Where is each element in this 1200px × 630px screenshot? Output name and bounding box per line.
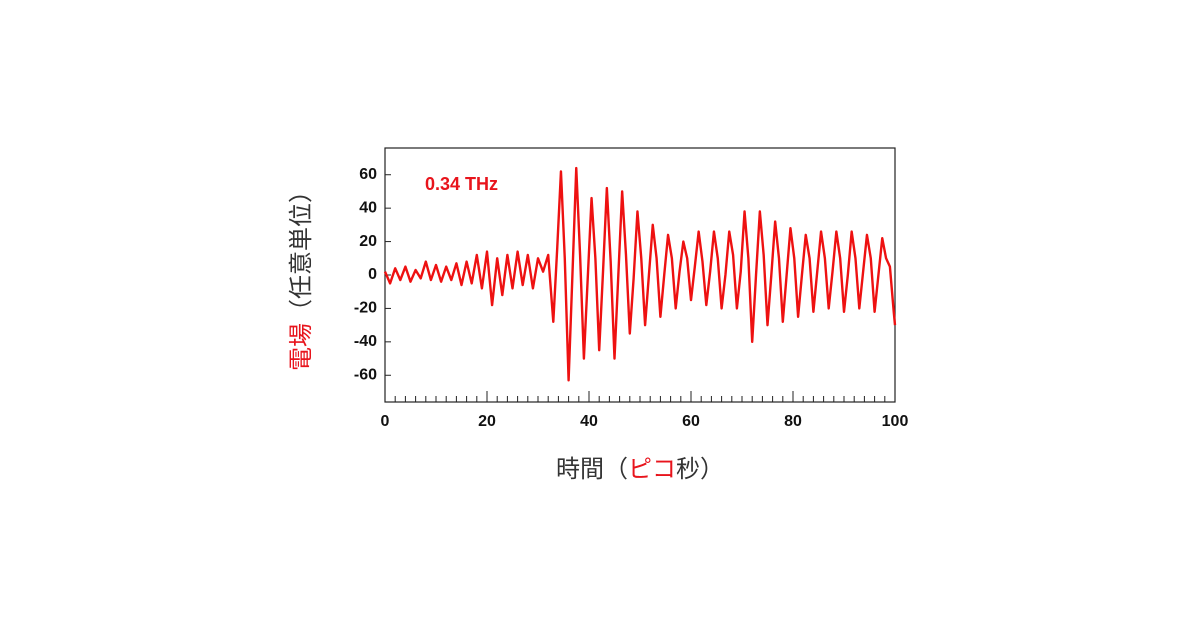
x-tick-label: 60 bbox=[682, 413, 700, 430]
y-axis-label: 電場（任意単位） bbox=[287, 179, 315, 371]
y-tick-label: -20 bbox=[354, 300, 377, 317]
x-label-part: ピコ bbox=[628, 455, 676, 483]
y-tick-label: 40 bbox=[359, 199, 377, 216]
signal-line bbox=[383, 166, 897, 382]
x-axis-label: 時間（ピコ秒） bbox=[556, 455, 724, 483]
annotation: 0.34 THz bbox=[425, 174, 498, 194]
x-label-part: 時間（ bbox=[556, 455, 628, 483]
x-label-part: 秒） bbox=[676, 455, 724, 483]
y-label-part: （任意単位） bbox=[287, 179, 315, 323]
x-tick-label: 80 bbox=[784, 413, 802, 430]
y-tick-label: 60 bbox=[359, 166, 377, 183]
y-tick-label: -60 bbox=[354, 366, 377, 383]
y-tick-label: 0 bbox=[368, 266, 377, 283]
y-label-part: 電場 bbox=[287, 323, 315, 371]
x-tick-label: 40 bbox=[580, 413, 598, 430]
y-tick-label: -40 bbox=[354, 333, 377, 350]
x-tick-label: 100 bbox=[882, 413, 909, 430]
x-tick-label: 0 bbox=[381, 413, 390, 430]
x-tick-label: 20 bbox=[478, 413, 496, 430]
y-tick-label: 20 bbox=[359, 233, 377, 250]
